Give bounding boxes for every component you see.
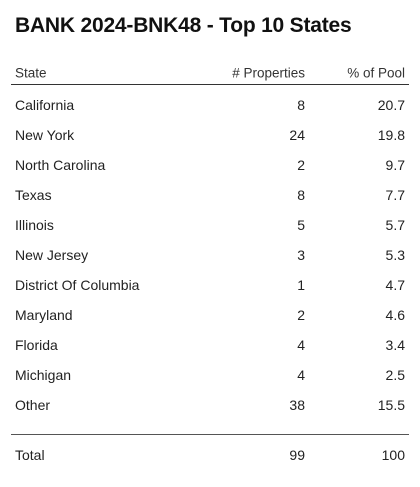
total-row: Total 99 100 bbox=[11, 440, 409, 470]
cell-properties: 2 bbox=[297, 307, 305, 323]
cell-pool: 9.7 bbox=[385, 157, 405, 173]
cell-pool: 5.3 bbox=[385, 247, 405, 263]
table-row: Texas 8 7.7 bbox=[11, 180, 409, 210]
cell-pool: 4.7 bbox=[385, 277, 405, 293]
table-row: Florida 4 3.4 bbox=[11, 330, 409, 360]
cell-state: Illinois bbox=[15, 217, 54, 233]
column-header-properties: # Properties bbox=[232, 65, 305, 81]
cell-properties: 4 bbox=[297, 337, 305, 353]
cell-properties: 5 bbox=[297, 217, 305, 233]
cell-properties: 1 bbox=[297, 277, 305, 293]
total-pool: 100 bbox=[381, 447, 405, 463]
cell-state: Maryland bbox=[15, 307, 73, 323]
cell-properties: 4 bbox=[297, 367, 305, 383]
cell-properties: 8 bbox=[297, 97, 305, 113]
cell-state: New York bbox=[15, 127, 75, 143]
cell-state: Michigan bbox=[15, 367, 72, 383]
cell-properties: 24 bbox=[289, 127, 305, 143]
cell-pool: 7.7 bbox=[385, 187, 405, 203]
cell-properties: 8 bbox=[297, 187, 305, 203]
cell-pool: 4.6 bbox=[385, 307, 405, 323]
cell-pool: 3.4 bbox=[385, 337, 405, 353]
header-divider bbox=[11, 84, 409, 85]
total-properties: 99 bbox=[289, 447, 305, 463]
cell-pool: 5.7 bbox=[385, 217, 405, 233]
total-label: Total bbox=[15, 447, 45, 463]
table-row: Maryland 2 4.6 bbox=[11, 300, 409, 330]
table-row: New Jersey 3 5.3 bbox=[11, 240, 409, 270]
table-title: BANK 2024-BNK48 - Top 10 States bbox=[15, 14, 352, 37]
table-header-row: State # Properties % of Pool bbox=[11, 62, 409, 84]
table-row: District Of Columbia 1 4.7 bbox=[11, 270, 409, 300]
table-body: California 8 20.7 New York 24 19.8 North Carol… bbox=[11, 90, 409, 420]
cell-properties: 3 bbox=[297, 247, 305, 263]
table-row: California 8 20.7 bbox=[11, 90, 409, 120]
table-row: Other 38 15.5 bbox=[11, 390, 409, 420]
cell-pool: 15.5 bbox=[377, 397, 405, 413]
cell-state: District Of Columbia bbox=[15, 277, 140, 293]
states-table: State # Properties % of Pool California 8… bbox=[11, 62, 409, 470]
cell-properties: 2 bbox=[297, 157, 305, 173]
cell-state: Florida bbox=[15, 337, 58, 353]
cell-state: Other bbox=[15, 397, 51, 413]
table-row: North Carolina 2 9.7 bbox=[11, 150, 409, 180]
table-spacer bbox=[11, 420, 409, 434]
total-divider bbox=[11, 434, 409, 435]
table-row: New York 24 19.8 bbox=[11, 120, 409, 150]
cell-state: Texas bbox=[15, 187, 52, 203]
table-row: Illinois 5 5.7 bbox=[11, 210, 409, 240]
table-row: Michigan 4 2.5 bbox=[11, 360, 409, 390]
cell-pool: 20.7 bbox=[377, 97, 405, 113]
cell-state: North Carolina bbox=[15, 157, 106, 173]
cell-state: New Jersey bbox=[15, 247, 89, 263]
cell-properties: 38 bbox=[289, 397, 305, 413]
cell-pool: 19.8 bbox=[377, 127, 405, 143]
column-header-state: State bbox=[15, 65, 47, 81]
cell-state: California bbox=[15, 97, 75, 113]
column-header-pool: % of Pool bbox=[347, 65, 405, 81]
cell-pool: 2.5 bbox=[385, 367, 405, 383]
